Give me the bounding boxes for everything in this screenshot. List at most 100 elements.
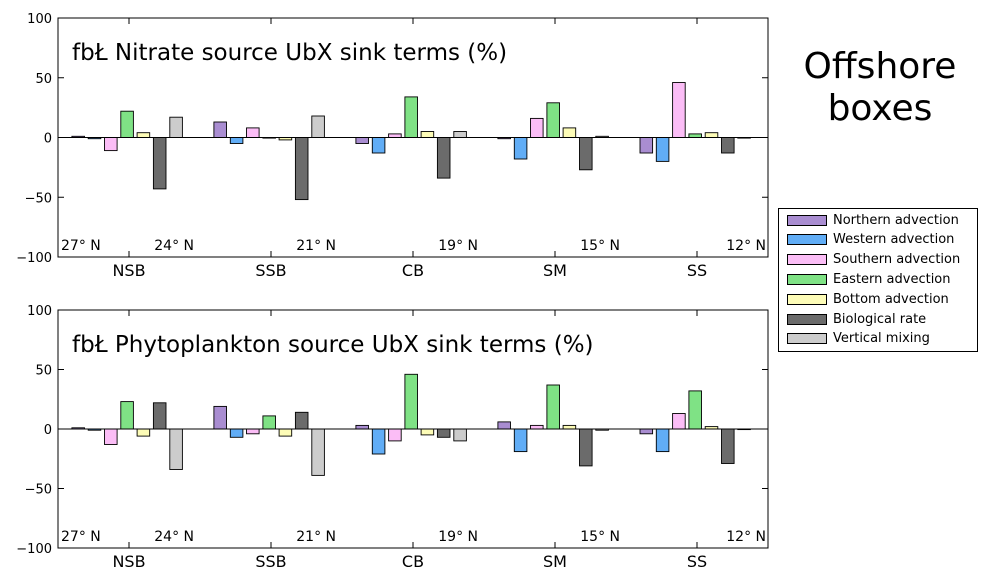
y-tick-label: −100	[16, 542, 52, 557]
bar	[355, 137, 369, 144]
x-category-label: NSB	[112, 261, 145, 280]
latitude-label: 27° N	[61, 529, 101, 545]
legend-label: Vertical mixing	[833, 331, 930, 347]
bar	[530, 424, 544, 430]
bar	[246, 127, 260, 138]
bar	[388, 133, 402, 138]
y-tick-label: 0	[44, 423, 52, 438]
y-tick-label: 0	[44, 132, 52, 147]
bar	[404, 373, 418, 430]
bar	[152, 402, 167, 430]
bar	[721, 137, 735, 154]
legend-item: Eastern advection	[787, 271, 951, 287]
bar	[436, 428, 451, 438]
offshore-boxes-label: Offshore boxes	[790, 46, 970, 130]
legend: Northern advection Western advection South…	[778, 208, 978, 352]
latitude-label: 15° N	[580, 238, 620, 254]
bar	[497, 421, 511, 430]
bar	[672, 82, 686, 138]
y-tick-label: −50	[25, 483, 52, 498]
bar	[546, 102, 560, 138]
latitude-label: 12° N	[726, 238, 766, 254]
bar	[436, 137, 451, 179]
nitrate-panel-title: fbŁ Nitrate source UbX sink terms (%)	[72, 40, 508, 66]
legend-label: Bottom advection	[833, 291, 949, 307]
legend-swatch	[787, 254, 827, 266]
latitude-label: 19° N	[438, 529, 478, 545]
legend-item: Vertical mixing	[787, 331, 930, 347]
bar	[371, 428, 386, 455]
bar	[120, 401, 134, 430]
y-tick-label: 100	[27, 304, 52, 319]
bar	[388, 428, 402, 442]
x-category-label: SSB	[255, 552, 286, 570]
bar	[562, 127, 577, 138]
bar	[639, 137, 654, 154]
bar	[169, 116, 183, 138]
latitude-label: 15° N	[580, 529, 620, 545]
bar	[104, 428, 118, 445]
bar	[104, 137, 118, 152]
bar	[136, 428, 151, 437]
legend-item: Biological rate	[787, 311, 926, 327]
bar	[420, 131, 435, 138]
latitude-label: 12° N	[726, 529, 766, 545]
bar	[513, 137, 528, 160]
bar	[311, 115, 325, 138]
bar	[136, 132, 151, 138]
legend-item: Bottom advection	[787, 291, 949, 307]
bar	[229, 428, 244, 438]
bar	[294, 411, 309, 430]
offshore-label-line-2: boxes	[827, 88, 933, 129]
bar	[453, 131, 467, 138]
legend-label: Western advection	[833, 232, 955, 248]
legend-swatch	[787, 273, 827, 285]
x-category-label: NSB	[112, 552, 145, 570]
legend-item: Northern advection	[787, 212, 959, 228]
x-category-label: SM	[543, 552, 567, 570]
legend-label: Eastern advection	[833, 271, 951, 287]
x-category-label: SS	[687, 261, 707, 280]
x-category-label: CB	[402, 552, 424, 570]
bar	[229, 137, 244, 144]
bar	[562, 424, 577, 430]
latitude-label: 21° N	[296, 529, 336, 545]
y-tick-label: −50	[25, 191, 52, 206]
bar	[546, 384, 560, 430]
x-category-label: SM	[543, 261, 567, 280]
bar	[294, 137, 309, 201]
legend-item: Western advection	[787, 232, 954, 248]
bar	[371, 137, 386, 154]
bar	[278, 428, 293, 437]
bar	[655, 137, 670, 162]
bar	[655, 428, 670, 453]
y-tick-label: 50	[35, 364, 52, 379]
latitude-label: 19° N	[438, 238, 478, 254]
bar	[639, 428, 654, 435]
bar	[152, 137, 167, 190]
bar	[420, 428, 435, 436]
bar	[262, 415, 276, 430]
bar	[404, 96, 418, 138]
bar	[579, 428, 593, 467]
x-category-label: SS	[687, 552, 707, 570]
bar	[213, 405, 227, 430]
bar	[355, 424, 369, 430]
latitude-label: 24° N	[154, 529, 194, 545]
offshore-label-line-1: Offshore	[803, 46, 957, 87]
phytoplankton-panel-title: fbŁ Phytoplankton source UbX sink terms …	[72, 332, 594, 358]
bar	[513, 428, 528, 453]
bar	[453, 428, 467, 442]
y-tick-label: 100	[27, 12, 52, 27]
x-category-label: SSB	[255, 261, 286, 280]
bar	[721, 428, 735, 464]
bar	[530, 117, 544, 138]
x-category-label: CB	[402, 261, 424, 280]
legend-label: Biological rate	[833, 311, 927, 327]
legend-swatch	[787, 333, 827, 345]
legend-item: Southern advection	[787, 252, 960, 268]
legend-swatch	[787, 234, 827, 246]
legend-label: Northern advection	[833, 212, 959, 228]
bar	[311, 428, 325, 476]
legend-swatch	[787, 293, 827, 305]
